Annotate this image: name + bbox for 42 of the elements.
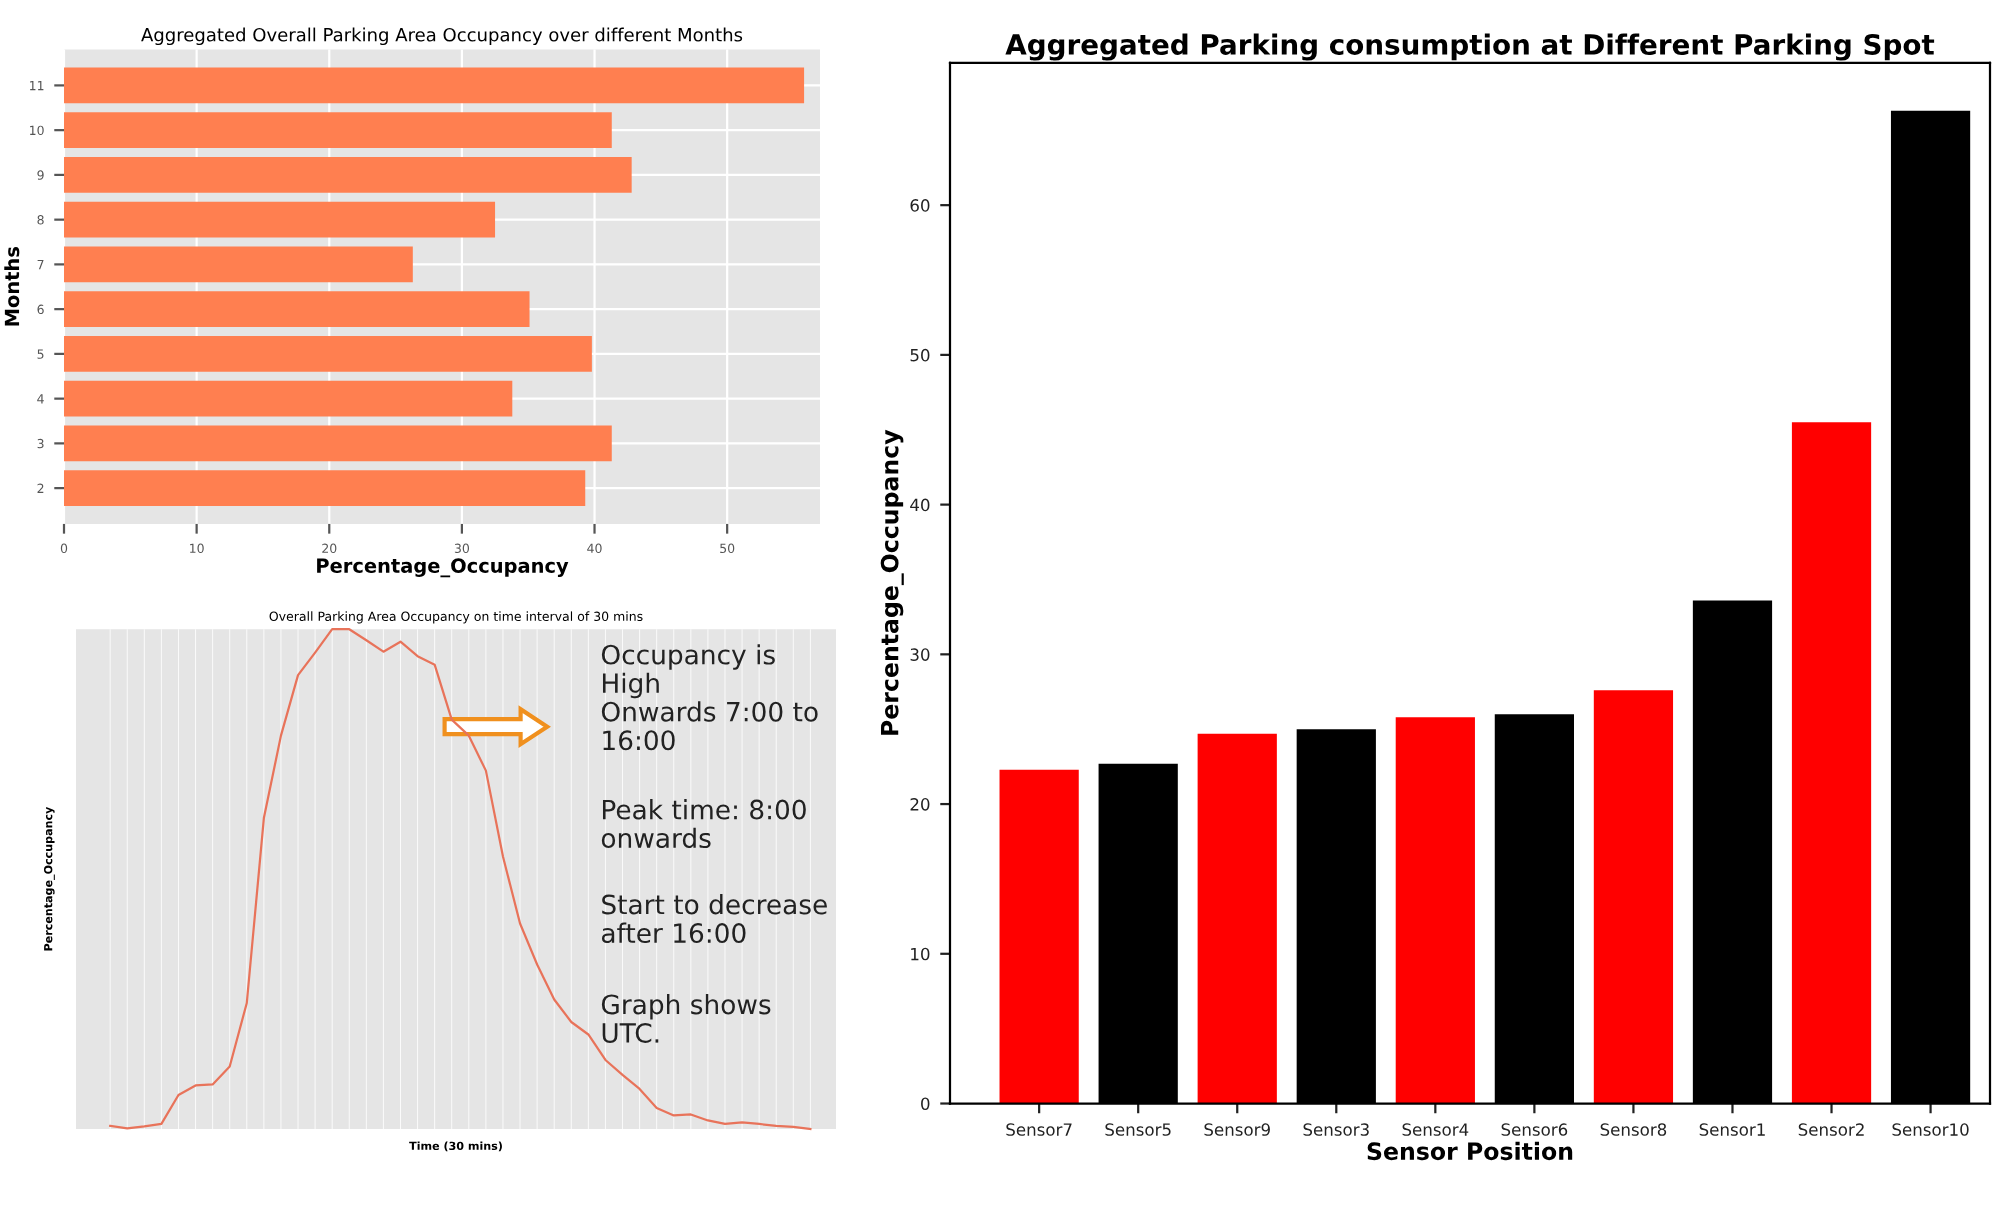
bar xyxy=(64,112,612,149)
y-tick-label: 10 xyxy=(911,947,930,961)
annotation: Graph shows UTC. xyxy=(601,994,771,1043)
y-tick-label: 0 xyxy=(921,1097,930,1111)
y-tick-label: 50 xyxy=(910,348,930,362)
bar xyxy=(1395,717,1475,1104)
y-tick-label: 60 xyxy=(910,199,930,212)
y-tick-label: 20 xyxy=(910,798,930,811)
x-tick-label: Sensor8 xyxy=(1600,1123,1667,1136)
bar xyxy=(1197,733,1277,1104)
x-tick-label: Sensor1 xyxy=(1699,1123,1765,1136)
x-tick-label: Sensor9 xyxy=(1204,1123,1270,1136)
annotation: Start to decrease after 16:00 xyxy=(601,894,827,944)
bar xyxy=(64,291,530,328)
x-axis-title: Sensor Position xyxy=(1367,1141,1573,1161)
bar xyxy=(999,769,1079,1104)
x-tick-label: Sensor2 xyxy=(1798,1123,1864,1136)
bar xyxy=(1593,690,1674,1104)
x-axis-title: Percentage_Occupancy xyxy=(317,558,569,578)
bar xyxy=(64,380,513,417)
bar xyxy=(64,246,413,283)
annotation: Peak time: 8:00 onwards xyxy=(601,799,806,849)
bar xyxy=(64,425,612,462)
y-tick-label: 30 xyxy=(910,648,930,661)
annotation: Occupancy is High Onwards 7:00 to 16:00 xyxy=(601,644,818,751)
bar xyxy=(64,335,592,372)
x-tick-label: Sensor4 xyxy=(1402,1123,1469,1136)
x-tick-label: Sensor7 xyxy=(1006,1123,1072,1136)
x-tick-label: Sensor10 xyxy=(1892,1123,1969,1136)
bar xyxy=(64,470,586,507)
x-tick-label: Sensor5 xyxy=(1105,1123,1171,1136)
bar xyxy=(64,201,496,238)
bar xyxy=(1791,422,1872,1104)
chart-title: Aggregated Parking consumption at Different Parking Spot xyxy=(1005,33,1935,61)
bar xyxy=(64,67,805,104)
bar xyxy=(64,157,632,193)
chart-title: Aggregated Overall Parking Area Occupancy over different Months xyxy=(141,27,743,46)
x-tick-label: Sensor6 xyxy=(1501,1123,1568,1136)
y-axis-title: Months xyxy=(4,247,20,326)
y-tick-label: 40 xyxy=(910,498,930,512)
x-tick-label: Sensor3 xyxy=(1303,1123,1369,1136)
y-axis-title: Percentage_Occupancy xyxy=(880,429,904,735)
